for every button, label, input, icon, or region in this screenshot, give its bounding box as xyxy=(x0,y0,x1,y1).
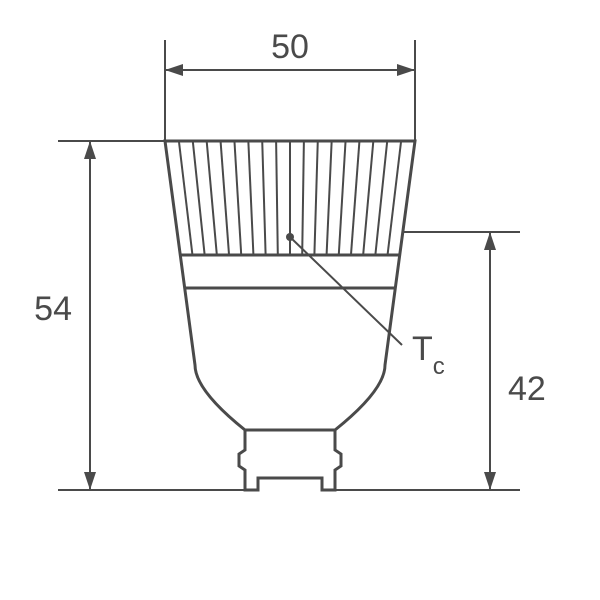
dim-width-label: 50 xyxy=(271,28,309,66)
dim-height-54-label: 54 xyxy=(34,290,72,328)
tc-label: Tc xyxy=(412,330,445,380)
dimension-drawing: Tc 50 54 42 xyxy=(0,0,600,600)
tc-leader xyxy=(290,237,402,345)
dim-height-42-label: 42 xyxy=(508,370,546,408)
